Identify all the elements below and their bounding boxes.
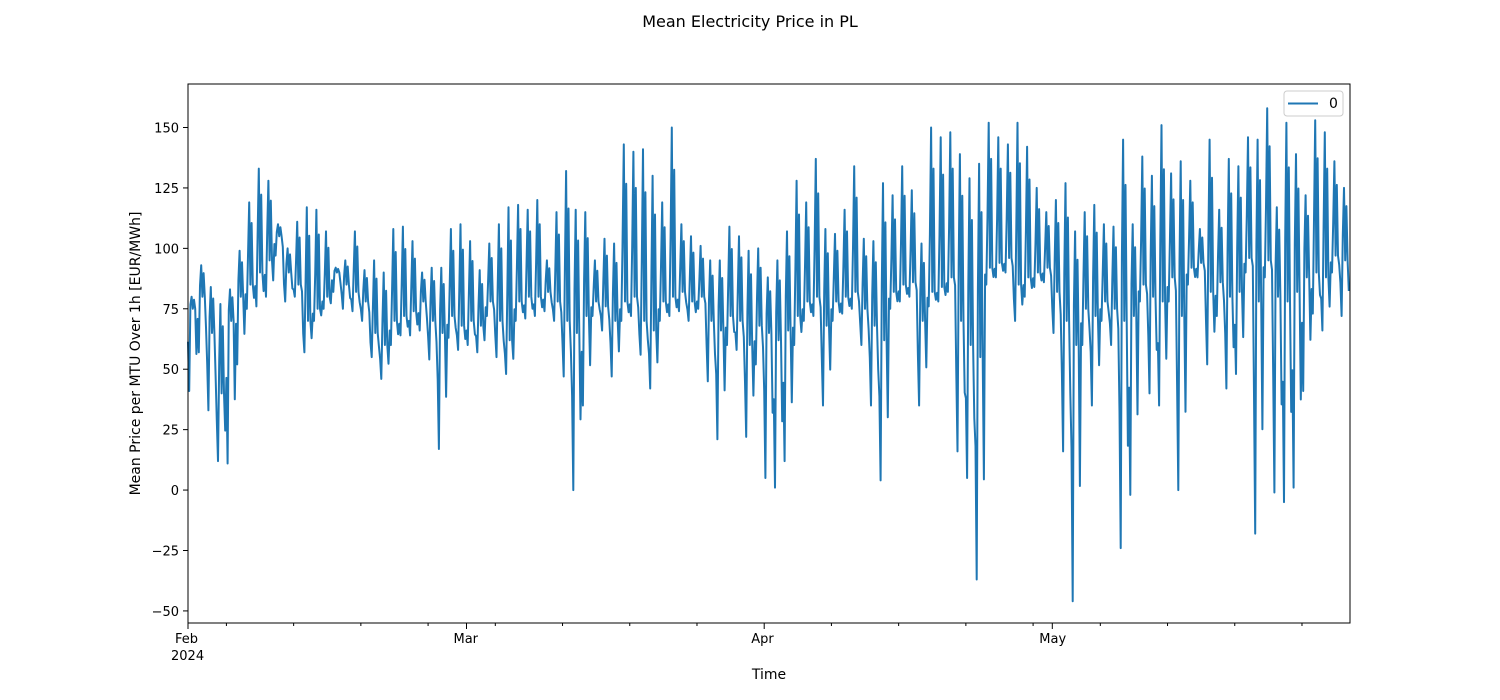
- x-tick-label: Mar: [453, 632, 478, 647]
- x-tick-label: May: [1039, 632, 1066, 647]
- y-tick-label: −50: [152, 605, 179, 620]
- chart-title: Mean Electricity Price in PL: [642, 12, 858, 31]
- plot-area: [187, 83, 1351, 624]
- x-axis-label: Time: [751, 667, 786, 683]
- x-tick-label: Apr: [751, 632, 774, 647]
- y-tick-label: 150: [154, 122, 179, 137]
- y-axis-label: Mean Price per MTU Over 1h [EUR/MWh]: [128, 212, 144, 496]
- y-tick-label: 25: [162, 424, 179, 439]
- y-axis: −50 −25 0 25 50 75 100 125 150: [152, 122, 188, 620]
- y-tick-label: −25: [152, 544, 179, 559]
- y-tick-label: 125: [154, 182, 179, 197]
- y-tick-label: 100: [154, 242, 179, 257]
- y-tick-label: 0: [171, 484, 179, 499]
- series-line-layer: [187, 107, 1350, 603]
- x-axis: Feb 2024 Mar Apr May: [171, 623, 1303, 664]
- x-tick-sublabel: 2024: [171, 649, 204, 664]
- y-tick-label: 50: [162, 363, 179, 378]
- legend-label: 0: [1329, 96, 1338, 112]
- series-line-0: [187, 107, 1350, 603]
- y-tick-label: 75: [162, 303, 179, 318]
- x-tick-label: Feb: [175, 632, 198, 647]
- legend: 0: [1283, 90, 1344, 117]
- plot-frame: [187, 83, 1351, 624]
